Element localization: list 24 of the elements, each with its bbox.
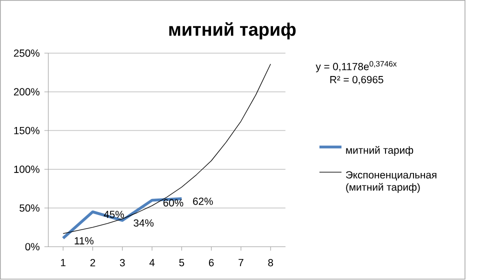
x-tick-label: 2 bbox=[90, 259, 96, 266]
data-label: 11% bbox=[74, 237, 94, 245]
data-label: 62% bbox=[193, 198, 213, 206]
x-tick-label: 4 bbox=[149, 259, 155, 266]
legend-label: митний тариф bbox=[346, 146, 414, 156]
y-tick-label: 0% bbox=[25, 243, 40, 251]
data-label: 60% bbox=[163, 199, 184, 207]
data-label: 34% bbox=[134, 220, 154, 227]
legend-label: Экспоненциальная (митний тариф) bbox=[346, 171, 436, 194]
text: y = 0,1178e$^{0,3746x}$ bbox=[316, 61, 397, 73]
y-tick-label: 50% bbox=[20, 204, 40, 212]
x-tick-label: 8 bbox=[268, 259, 274, 267]
y-tick-label: 100% bbox=[14, 166, 40, 174]
y-tick-label: 200% bbox=[14, 88, 40, 96]
x-tick-label: 7 bbox=[238, 259, 244, 266]
y-tick-label: 250% bbox=[14, 50, 40, 58]
x-tick-label: 1 bbox=[61, 259, 66, 266]
chart-title: митний тариф bbox=[169, 22, 296, 40]
y-tick-label: 150% bbox=[14, 127, 40, 134]
data-label: 45% bbox=[104, 211, 124, 218]
text: R² = 0,6965 bbox=[330, 76, 384, 85]
x-tick-label: 5 bbox=[179, 259, 184, 266]
x-tick-label: 3 bbox=[120, 259, 125, 267]
x-tick-label: 6 bbox=[208, 259, 214, 267]
